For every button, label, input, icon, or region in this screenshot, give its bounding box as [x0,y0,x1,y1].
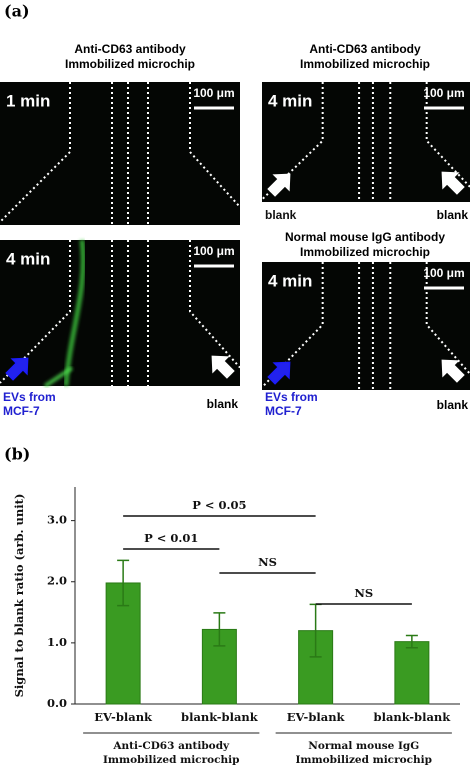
panel-label: (a) [4,2,30,21]
image-caption: Anti-CD63 antibody [309,42,421,56]
arrow [441,171,465,195]
error-bar [117,559,130,607]
fluorescence [43,366,74,388]
micrograph [0,240,240,386]
channel-label: MCF-7 [3,404,40,418]
y-tick-label: 3.0 [47,513,67,527]
image-caption: Immobilized microchip [300,57,430,71]
group-label: Immobilized microchip [103,754,239,766]
scale-label: 100 μm [193,86,234,100]
arrow [211,355,235,379]
scale-label: 100 μm [423,266,464,280]
arrow [267,361,291,385]
bar [394,641,430,705]
error-bar [213,612,226,647]
y-axis-title: Signal to blank ratio (arb. unit) [12,494,26,698]
x-tick-label: blank-blank [374,710,452,724]
micrograph [262,82,470,202]
annotation: P < 0.01 [144,531,198,545]
arrow [267,173,291,197]
channel-label: EVs from [3,390,56,404]
group-label: Normal mouse IgG [308,740,419,752]
micrograph [0,82,240,225]
channel-label: MCF-7 [265,404,302,418]
fluorescence [63,239,86,387]
arrow [5,357,29,381]
time-label: 4 min [268,271,312,290]
y-tick-label: 0.0 [47,696,67,710]
annotation: P < 0.05 [192,498,246,512]
annotation: NS [354,586,373,600]
y-tick-label: 2.0 [47,574,67,588]
micrograph [262,262,470,390]
annotation: NS [258,555,277,569]
image-caption: Normal mouse IgG antibody [285,230,445,244]
channel-label: blank [437,398,469,412]
time-label: 1 min [6,91,50,110]
image-caption: Anti-CD63 antibody [74,42,186,56]
scale-label: 100 μm [193,244,234,258]
channel-label: blank [437,208,469,222]
channel-label: blank [207,397,239,411]
time-label: 4 min [268,91,312,110]
x-tick-label: EV-blank [94,710,153,724]
image-caption: Immobilized microchip [65,57,195,71]
error-bar [405,634,418,649]
x-tick-label: EV-blank [287,710,346,724]
scale-label: 100 μm [423,86,464,100]
channel-label: blank [265,208,297,222]
channel-label: EVs from [265,390,318,404]
group-label: Immobilized microchip [296,754,432,766]
time-label: 4 min [6,249,50,268]
arrow [441,359,465,383]
group-label: Anti-CD63 antibody [112,740,230,752]
x-tick-label: blank-blank [181,710,259,724]
panel-label: (b) [4,445,30,464]
y-tick-label: 1.0 [47,635,67,649]
image-caption: Immobilized microchip [300,245,430,259]
